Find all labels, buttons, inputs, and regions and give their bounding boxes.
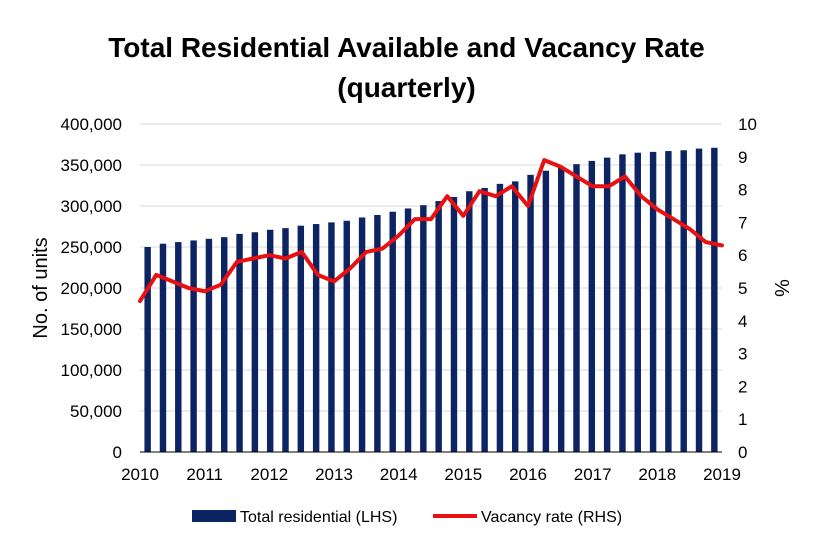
y-axis-title: No. of units [30,237,52,338]
bar [144,247,151,452]
legend-swatch-bar [192,510,236,522]
bar [634,152,641,452]
bar [466,191,473,453]
bar [358,217,366,452]
y2-tick-label: 10 [738,115,757,134]
bar [680,150,687,453]
bar [573,164,580,452]
bar [404,208,412,452]
x-tick-label: 2014 [380,465,418,484]
bar [175,242,182,452]
vacancy-rate-line [138,158,724,304]
chart-title-line-2: (quarterly) [337,72,476,103]
bar [665,151,672,452]
y2-tick-label: 6 [738,246,747,265]
bar [542,170,550,453]
bar [603,157,611,452]
x-tick-label: 2012 [250,465,288,484]
y-tick-label: 350,000 [61,156,122,175]
bar [711,147,718,452]
bar [266,229,274,452]
y2-tick-label: 3 [738,345,747,364]
y2-tick-label: 2 [738,377,747,396]
y-tick-label: 200,000 [61,279,122,298]
y-tick-label: 400,000 [61,115,122,134]
bar [435,201,442,452]
bar [343,220,350,452]
bar [190,240,197,452]
x-tick-label: 2015 [444,465,482,484]
y-tick-label: 0 [113,443,122,462]
chart-title-line-1: Total Residential Available and Vacancy … [108,32,705,63]
y2-tick-label: 1 [738,410,747,429]
bar [374,215,381,452]
bar [496,183,504,453]
x-tick-label: 2016 [509,465,547,484]
legend-label-total-residential: Total residential (LHS) [240,509,397,526]
bar [450,196,458,452]
x-tick-label: 2011 [186,465,223,484]
bar [420,205,427,452]
bar [588,160,596,452]
axes: 0 50,000 100,000 150,000 200,000 250,000 300,0… [30,115,792,484]
bar [695,148,703,452]
x-tick-label: 2017 [574,465,612,484]
y2-tick-label: 7 [738,213,747,232]
bar [557,167,565,452]
line-series [138,158,724,304]
bar [297,225,305,452]
bar [282,228,289,452]
y-tick-label: 100,000 [61,361,122,380]
y-tick-label: 150,000 [61,320,122,339]
legend-label-vacancy-rate: Vacancy rate (RHS) [481,509,622,526]
bar [481,187,488,452]
bar [619,154,626,452]
bar [512,181,519,452]
y2-tick-label: 4 [738,312,747,331]
y-tick-label: 300,000 [61,197,122,216]
bar-series [144,147,718,453]
bar [312,224,320,452]
y2-tick-label: 0 [738,443,747,462]
x-tick-label: 2010 [121,465,159,484]
legend: Total residential (LHS) Vacancy rate (RHS… [192,509,622,526]
bar [527,174,534,452]
bar [159,243,167,452]
bar [649,151,657,452]
y-tick-label: 50,000 [70,402,122,421]
bar [221,237,228,452]
y2-tick-label: 9 [738,148,747,167]
bar [205,238,213,452]
bar [236,233,243,452]
bar [328,222,335,452]
x-tick-label: 2018 [638,465,676,484]
y2-tick-label: 8 [738,181,747,200]
bar [389,211,396,452]
y2-axis-title: % [770,279,792,297]
x-tick-label: 2019 [703,465,741,484]
bar [251,232,259,452]
x-tick-label: 2013 [315,465,353,484]
y2-tick-label: 5 [738,279,747,298]
y-tick-label: 250,000 [61,238,122,257]
